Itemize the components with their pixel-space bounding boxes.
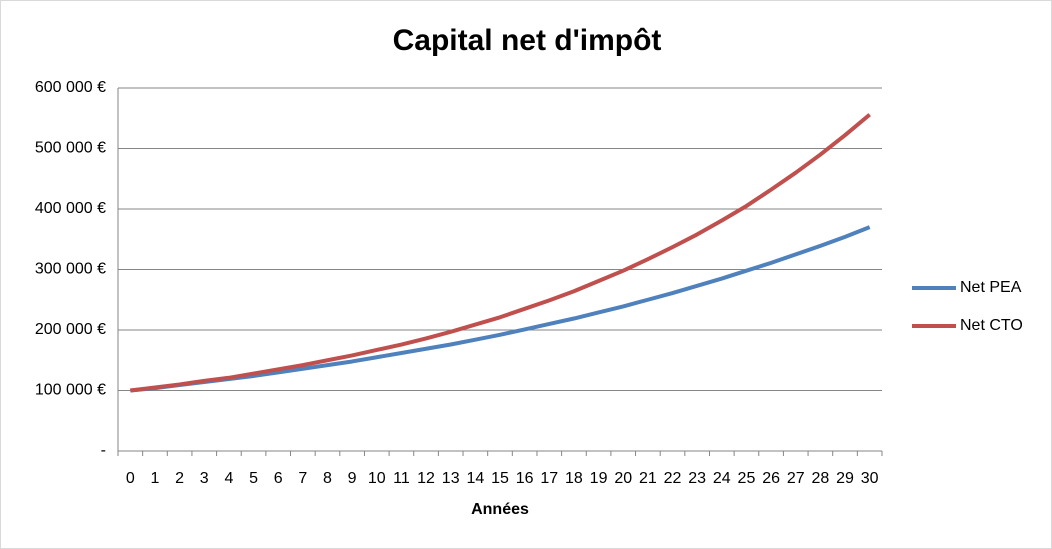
x-tick-label: 5	[249, 470, 258, 487]
x-tick-label: 20	[614, 470, 632, 487]
y-tick-label: -	[101, 442, 106, 459]
legend-label: Net CTO	[960, 317, 1023, 334]
y-tick-label: 100 000 €	[35, 382, 106, 399]
x-tick-label: 29	[836, 470, 854, 487]
y-tick-label: 200 000 €	[35, 321, 106, 338]
x-tick-label: 3	[200, 470, 209, 487]
x-tick-label: 25	[738, 470, 756, 487]
x-tick-label: 7	[298, 470, 307, 487]
x-tick-label: 19	[590, 470, 608, 487]
x-tick-label: 27	[787, 470, 805, 487]
x-tick-label: 6	[274, 470, 283, 487]
x-tick-label: 26	[762, 470, 780, 487]
x-tick-label: 9	[348, 470, 357, 487]
y-tick-label: 600 000 €	[35, 79, 106, 96]
x-tick-label: 13	[442, 470, 460, 487]
x-tick-label: 24	[713, 470, 731, 487]
x-tick-label: 15	[491, 470, 509, 487]
legend-label: Net PEA	[960, 279, 1022, 296]
line-series	[130, 113, 871, 393]
x-tick-label: 11	[393, 470, 410, 487]
x-tick-label: 4	[224, 470, 233, 487]
y-tick-label: 300 000 €	[35, 261, 106, 278]
x-tick-label: 12	[417, 470, 435, 487]
y-tick-label: 400 000 €	[35, 200, 106, 217]
x-axis-label: Années	[471, 501, 529, 518]
x-tick-label: 0	[126, 470, 135, 487]
x-tick-label: 10	[368, 470, 386, 487]
x-tick-label: 23	[688, 470, 706, 487]
x-tick-label: 18	[565, 470, 583, 487]
x-tick-label: 30	[861, 470, 879, 487]
x-tick-label: 14	[466, 470, 484, 487]
y-tick-label: 500 000 €	[35, 140, 106, 157]
x-tick-label: 17	[540, 470, 558, 487]
x-tick-label: 16	[516, 470, 534, 487]
x-tick-label: 22	[664, 470, 682, 487]
x-tick-label: 28	[811, 470, 829, 487]
x-tick-label: 21	[639, 470, 657, 487]
line-series	[130, 225, 871, 393]
x-tick-label: 2	[175, 470, 184, 487]
chart-title: Capital net d'impôt	[393, 24, 662, 57]
x-tick-label: 1	[151, 470, 160, 487]
x-tick-label: 8	[323, 470, 332, 487]
